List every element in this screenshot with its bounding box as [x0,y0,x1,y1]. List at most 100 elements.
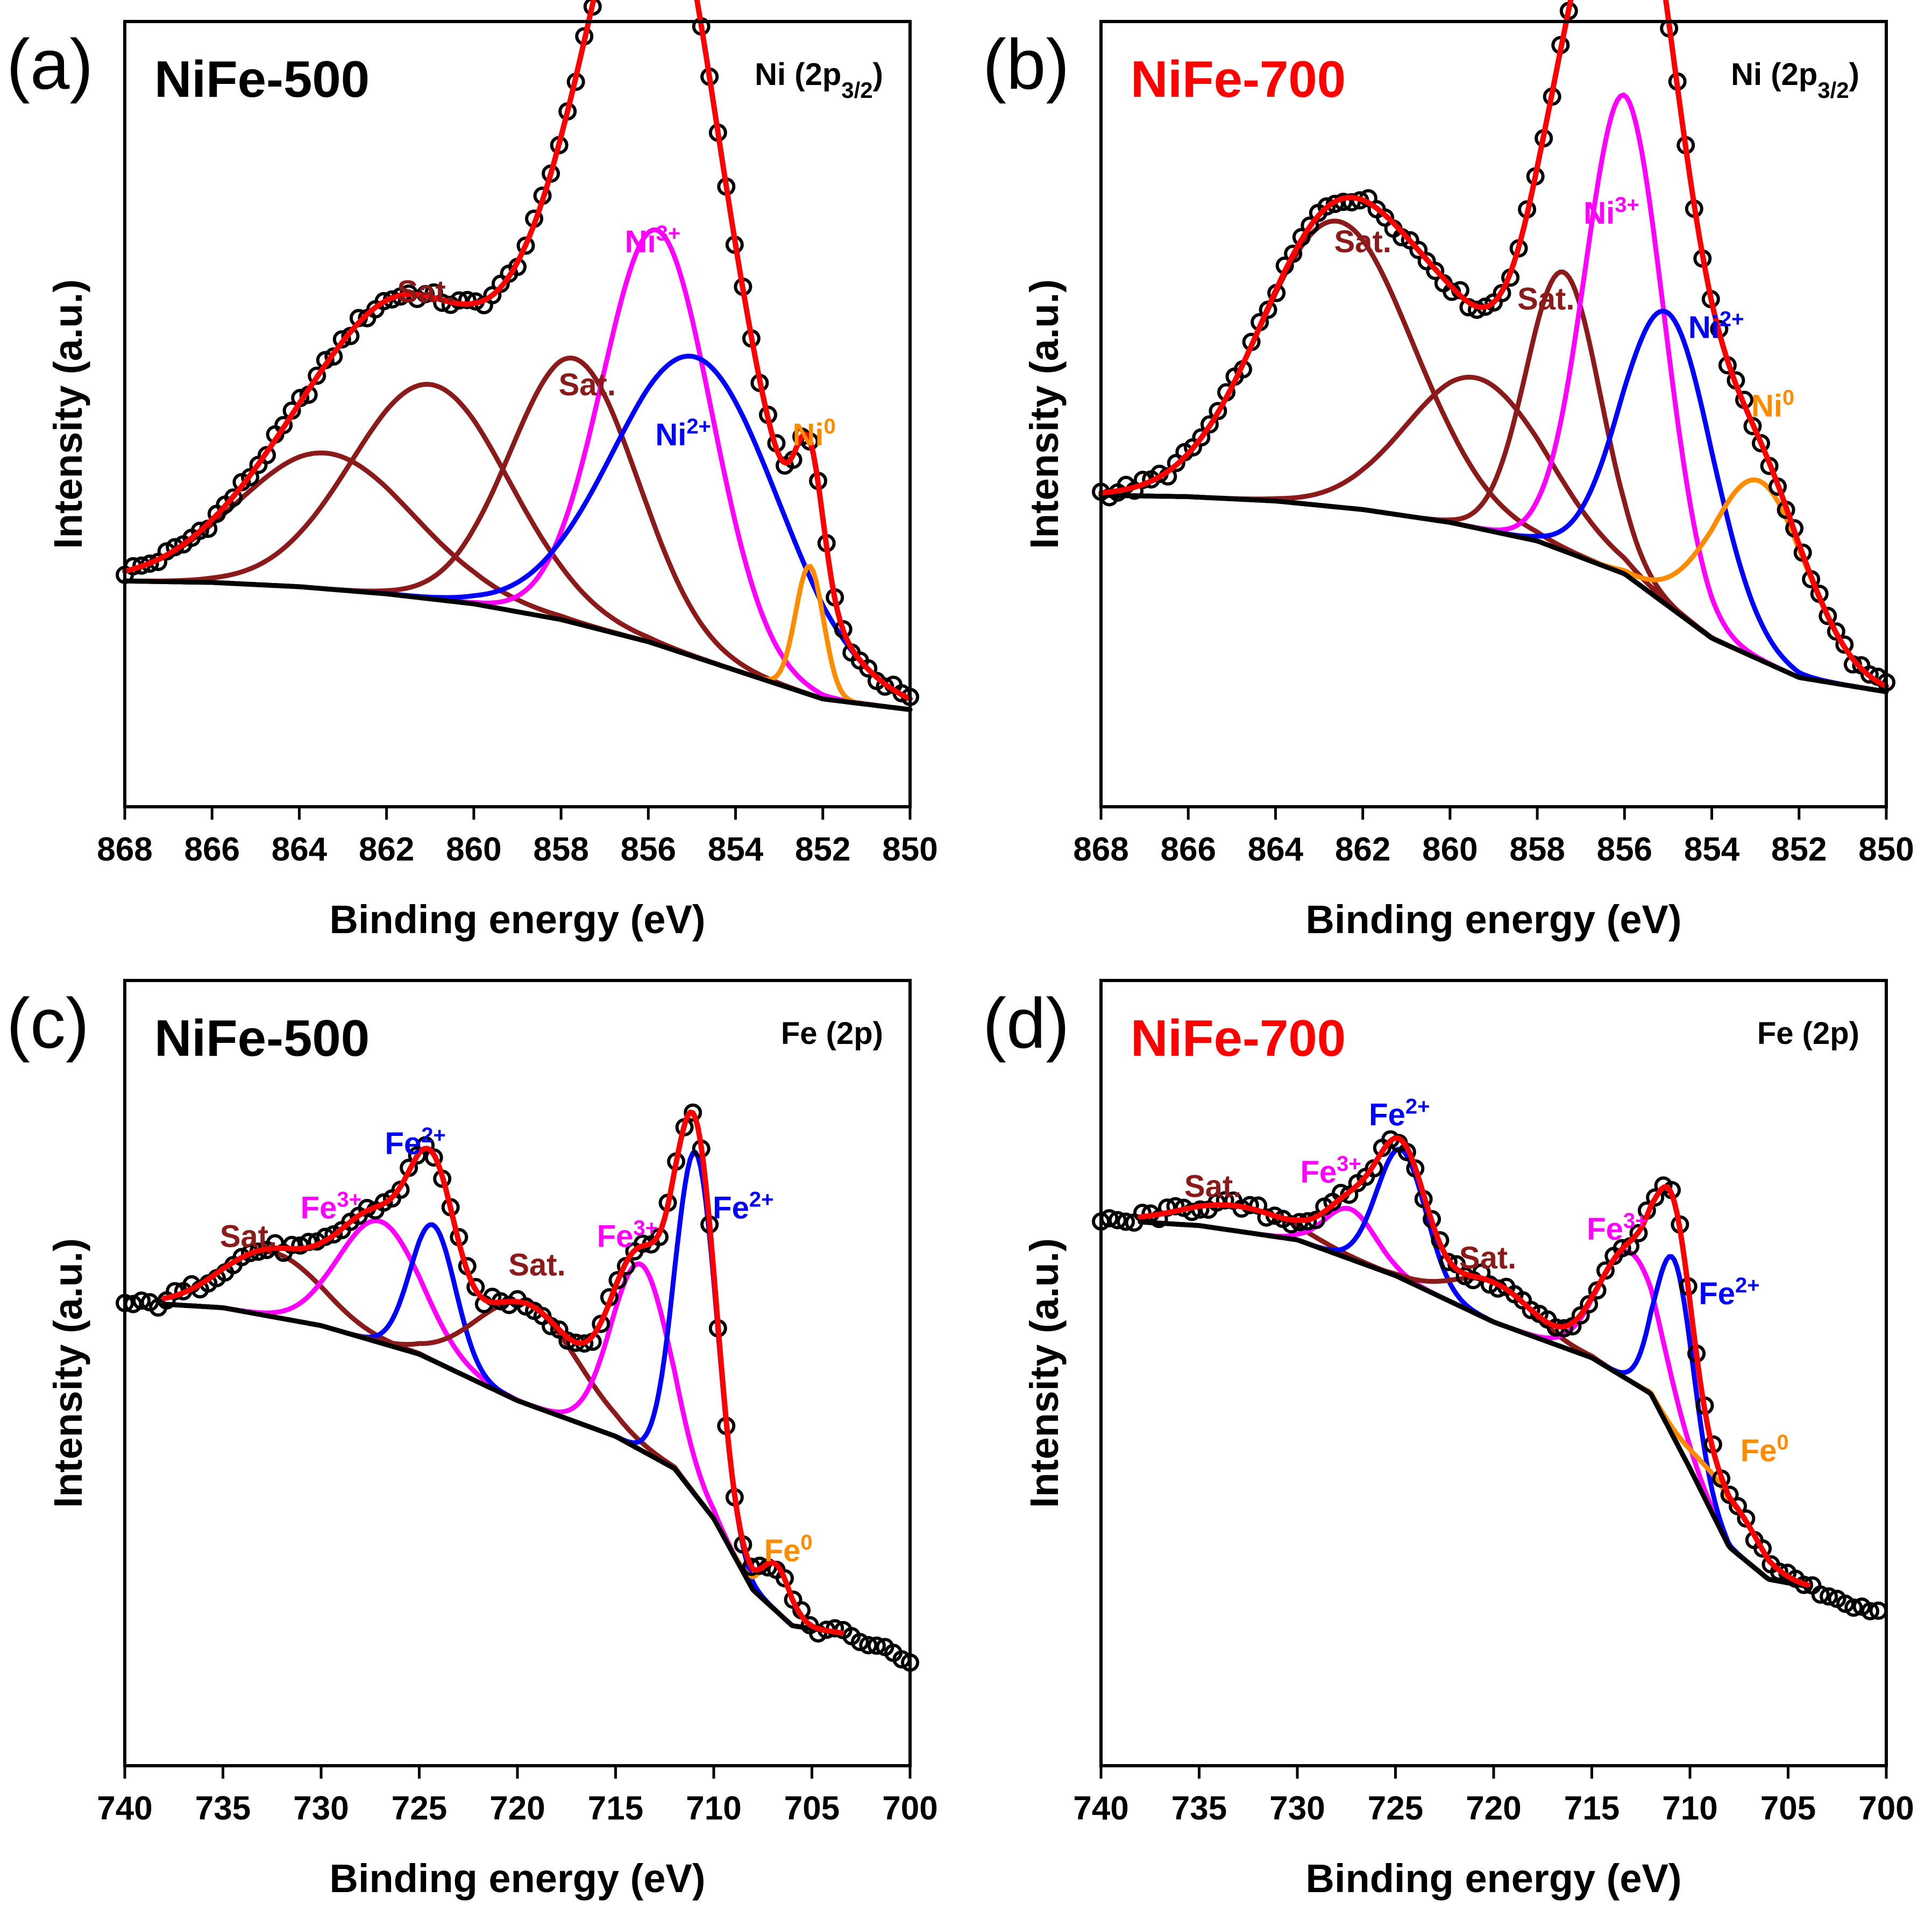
component-curve-ni0-5 [1098,477,1889,689]
x-tick-label: 868 [1073,831,1128,868]
data-point [1860,665,1879,684]
background-curve [1138,1219,1810,1589]
peak-label-superscript: 0 [800,1531,812,1554]
data-point [850,1633,869,1651]
peak-label-text: Ni [655,417,686,452]
fit-envelope [1138,1135,1810,1588]
x-tick-label: 715 [1564,1790,1620,1827]
plot-frame [123,20,912,808]
x-tick-label: 854 [1684,831,1740,868]
component-curve-sat-2 [1098,269,1889,694]
peak-label: Fe3+ [597,1217,658,1254]
data-point [867,1636,886,1655]
x-tick-label: 715 [588,1790,643,1827]
peak-label-superscript: 0 [1782,386,1794,410]
data-point [1200,415,1219,434]
peak-label-text: Fe [764,1533,801,1568]
peak-label: Sat. [559,367,616,402]
data-point [859,1636,878,1654]
x-tick-label: 860 [1422,831,1478,868]
data-point [1426,261,1445,280]
peak-label-text: Fe [1699,1276,1735,1311]
sample-name: NiFe-700 [1131,1010,1346,1067]
component-curve-fe3-1 [161,1218,844,1636]
data-point [1580,1295,1599,1313]
data-point [190,521,209,540]
peak-label-superscript: 3+ [633,1217,658,1240]
x-tick-label: 720 [489,1790,545,1827]
region-close: ) [1849,57,1859,92]
data-point [1770,1562,1788,1581]
fit-envelope [122,0,913,702]
x-tick-label: 862 [359,831,414,868]
data-point [1835,635,1854,654]
data-point [1439,1253,1458,1271]
component-curve-fe2-2 [161,1222,844,1636]
x-tick-label: 740 [97,1790,152,1827]
data-point [684,1103,702,1122]
sample-name: NiFe-500 [154,51,370,108]
x-tick-label: 852 [795,831,850,868]
data-point [458,290,477,309]
data-point [1301,216,1319,235]
peak-label: Sat. [1517,281,1574,316]
y-axis-title: Intensity (a.u.) [46,279,90,549]
background-curve [161,1302,844,1636]
peak-label-superscript: 2+ [686,415,711,438]
data-point [1284,244,1303,263]
data-point [1282,1215,1301,1234]
peak-label-text: Ni [1751,389,1782,424]
data-point [1209,402,1227,421]
peak-label-text: Fe [1741,1433,1777,1468]
x-tick-label: 730 [1269,1790,1325,1827]
data-point [1613,1239,1631,1257]
data-point [1811,1585,1830,1604]
peak-label: Fe0 [1741,1431,1789,1468]
data-point [132,1291,151,1310]
x-tick-label: 725 [392,1790,447,1827]
x-tick-label: 856 [621,831,676,868]
data-point [1192,428,1211,447]
plot-frame [1099,20,1888,808]
region-text: Fe (2p) [781,1016,883,1051]
x-tick-label: 710 [686,1790,741,1827]
sample-name: NiFe-500 [154,1010,370,1067]
panel-b: 868 866 864 862 860 858 856 854 852 850 Binding en… [983,0,1914,942]
x-tick-label: 860 [446,831,501,868]
x-tick-label: 866 [184,831,239,868]
peak-label-text: Sat. [220,1219,277,1254]
panel-c: 740 735 730 725 720 715 710 705 700 Binding energ… [6,979,938,1901]
x-tick-label: 725 [1368,1790,1423,1827]
y-axis-title: Intensity (a.u.) [1022,279,1067,549]
data-point [1183,1203,1202,1221]
peak-label-text: Ni [1688,310,1720,345]
peak-label-text: Sat. [1334,224,1391,259]
component-curve-fe0-6 [161,1302,844,1636]
fit-envelope [161,1110,844,1636]
region-label: Fe (2p) [781,1016,883,1051]
plot-frame [1099,979,1888,1767]
data-point [374,292,393,310]
peak-label-text: Ni [625,224,656,259]
region-label: Ni (2p3/2) [755,57,883,103]
peak-label-text: Sat. [1459,1240,1516,1275]
data-point [1317,197,1336,216]
data-point [308,366,326,385]
data-point [424,1148,443,1167]
peak-label-superscript: 2+ [421,1124,446,1147]
x-tick-label: 850 [882,831,937,868]
region-label: Fe (2p) [1757,1016,1859,1051]
peak-label-text: Fe [597,1219,634,1254]
data-point [332,330,351,349]
component-curve-fe3-4 [161,1261,844,1636]
data-point [859,659,878,678]
peak-label-superscript: 3+ [656,222,681,245]
x-axis-title: Binding energy (eV) [1306,897,1682,942]
peak-label: Ni2+ [655,415,711,452]
peak-label-text: Fe [301,1190,337,1225]
background-curve [122,578,913,712]
y-axis-title: Intensity (a.u.) [46,1238,90,1508]
x-axis-title: Binding energy (eV) [330,897,706,942]
peak-label: Fe3+ [301,1188,361,1225]
